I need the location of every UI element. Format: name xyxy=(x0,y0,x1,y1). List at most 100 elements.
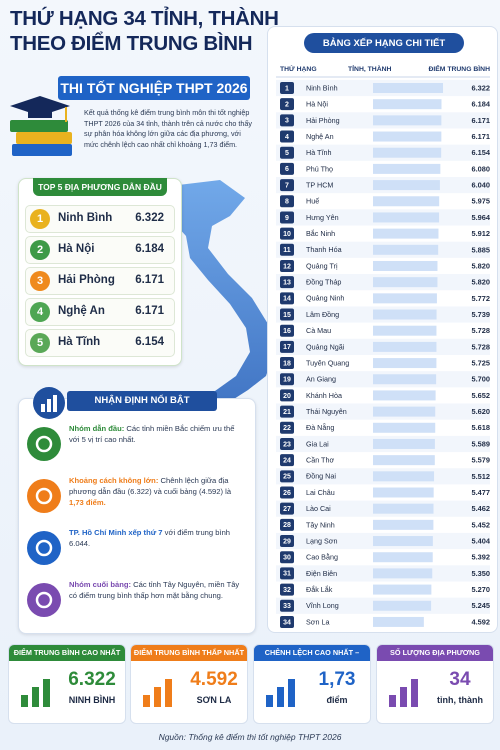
glyph xyxy=(35,591,53,609)
insight-text: Nhóm cuối bảng: Các tỉnh Tây Nguyên, miề… xyxy=(69,579,245,601)
stat-icon xyxy=(17,671,57,711)
rank-badge xyxy=(280,243,294,256)
bar xyxy=(373,115,442,126)
bar xyxy=(373,147,442,158)
category-label: Hà Nội xyxy=(306,100,328,109)
rank-label: 12 xyxy=(283,263,291,270)
glyph xyxy=(266,695,273,707)
bar xyxy=(373,536,433,547)
bar xyxy=(373,293,437,304)
icon-bar xyxy=(47,399,51,412)
insight-icon xyxy=(27,479,61,513)
value-label: 5.885 xyxy=(472,245,491,254)
stat-glyph xyxy=(389,679,418,707)
category-label: Phú Thọ xyxy=(306,164,333,173)
glyph xyxy=(154,687,161,707)
rank-badge xyxy=(280,421,294,434)
insight-body: với điểm trung bình 6.044. xyxy=(69,528,231,548)
value-label: 5.477 xyxy=(472,488,491,497)
rank-label: 34 xyxy=(283,619,291,626)
value-label: 5.820 xyxy=(472,261,491,270)
column-header: TỈNH, THÀNH xyxy=(348,64,392,73)
insight: Nhóm cuối bảng: Các tỉnh Tây Nguyên, miề… xyxy=(27,579,249,629)
rank-label: 27 xyxy=(283,506,291,513)
rank-label: 32 xyxy=(283,587,291,594)
stat-value: 6.322 xyxy=(68,669,116,690)
stat-card: ĐIỂM TRUNG BÌNH THẤP NHẤT 4.592 SƠN LA xyxy=(130,644,248,724)
stat-card: SỐ LƯỢNG ĐỊA PHƯƠNG 34 tỉnh, thành xyxy=(376,644,494,724)
glyph xyxy=(32,687,39,707)
rank-badge xyxy=(280,308,294,321)
rank-label: 19 xyxy=(283,377,291,384)
books-icon xyxy=(10,96,72,156)
top5-rank: 2 xyxy=(30,240,50,260)
category-label: Lạng Sơn xyxy=(306,536,338,545)
value-label: 5.392 xyxy=(472,553,491,562)
rank-badge xyxy=(280,82,294,94)
rank-badge xyxy=(280,162,294,175)
category-label: Bắc Ninh xyxy=(306,229,335,238)
top5-name: Nghệ An xyxy=(58,305,105,317)
glyph xyxy=(400,687,407,707)
rank-badge xyxy=(280,502,294,515)
bar xyxy=(373,374,437,385)
value-label: 5.589 xyxy=(472,439,491,448)
insight: Khoảng cách không lớn: Chênh lệch giữa đ… xyxy=(27,475,249,525)
rank-badge xyxy=(280,292,294,305)
category-label: Khánh Hòa xyxy=(306,391,342,400)
stat-value: 34 xyxy=(449,669,471,690)
top5-score: 6.154 xyxy=(135,336,164,348)
bar xyxy=(373,341,437,352)
rank-label: 1 xyxy=(285,85,289,92)
rank-badge xyxy=(280,551,294,564)
glyph xyxy=(21,695,28,707)
value-label: 6.171 xyxy=(472,116,491,125)
insight: TP. Hồ Chí Minh xếp thứ 7 với điểm trung… xyxy=(27,527,249,577)
bar xyxy=(373,552,433,563)
rank-badge xyxy=(280,373,294,386)
value-label: 5.579 xyxy=(472,456,491,465)
rank-badge xyxy=(280,389,294,402)
category-label: TP HCM xyxy=(306,180,333,189)
glyph xyxy=(277,687,284,707)
rank-badge xyxy=(280,357,294,370)
rank-label: 23 xyxy=(283,441,291,448)
category-label: Đồng Nai xyxy=(306,472,336,481)
value-label: 5.728 xyxy=(472,342,491,351)
rank-label: 8 xyxy=(285,199,289,206)
book xyxy=(10,120,68,132)
rank-badge xyxy=(280,535,294,548)
bar xyxy=(373,99,442,110)
rank-label: 5 xyxy=(285,150,289,157)
rank-label: 30 xyxy=(283,555,291,562)
insight-lead: TP. Hồ Chí Minh xếp thứ 7 xyxy=(69,528,163,537)
rank-label: 18 xyxy=(283,360,291,367)
insight-text: Khoảng cách không lớn: Chênh lệch giữa đ… xyxy=(69,475,245,508)
rank-label: 33 xyxy=(283,603,291,610)
stat-glyph xyxy=(143,679,172,707)
insight-icon xyxy=(27,531,61,565)
category-label: Đồng Tháp xyxy=(306,278,341,287)
rank-badge xyxy=(280,98,294,111)
rank-label: 14 xyxy=(283,296,291,303)
bar xyxy=(373,568,433,579)
source: Nguồn: Thống kê điểm thi tốt nghiệp THPT… xyxy=(158,732,342,742)
insight-icon xyxy=(27,583,61,617)
rank-label: 28 xyxy=(283,522,291,529)
bar xyxy=(373,438,435,449)
category-label: An Giang xyxy=(306,375,336,384)
category-label: Cà Mau xyxy=(306,326,331,335)
rank-badge xyxy=(280,470,294,483)
stat-card: ĐIỂM TRUNG BÌNH CAO NHẤT 6.322 NINH BÌNH xyxy=(8,644,126,724)
rank-label: 11 xyxy=(283,247,291,254)
insights-box: NHẬN ĐỊNH NỔI BẬT Nhóm dẫn đầu: Các tỉnh… xyxy=(18,391,256,634)
stat-label: CHÊNH LỆCH CAO NHẤT – THẤP NHẤT xyxy=(254,645,370,673)
rank-label: 6 xyxy=(285,166,289,173)
bar xyxy=(373,519,434,530)
rank-badge xyxy=(280,324,294,337)
glyph xyxy=(143,695,150,707)
value-label: 5.404 xyxy=(472,536,491,545)
insight-lead: Nhóm dẫn đầu: xyxy=(69,424,125,433)
value-label: 5.772 xyxy=(472,294,491,303)
top5-name: Hà Nội xyxy=(58,243,95,255)
